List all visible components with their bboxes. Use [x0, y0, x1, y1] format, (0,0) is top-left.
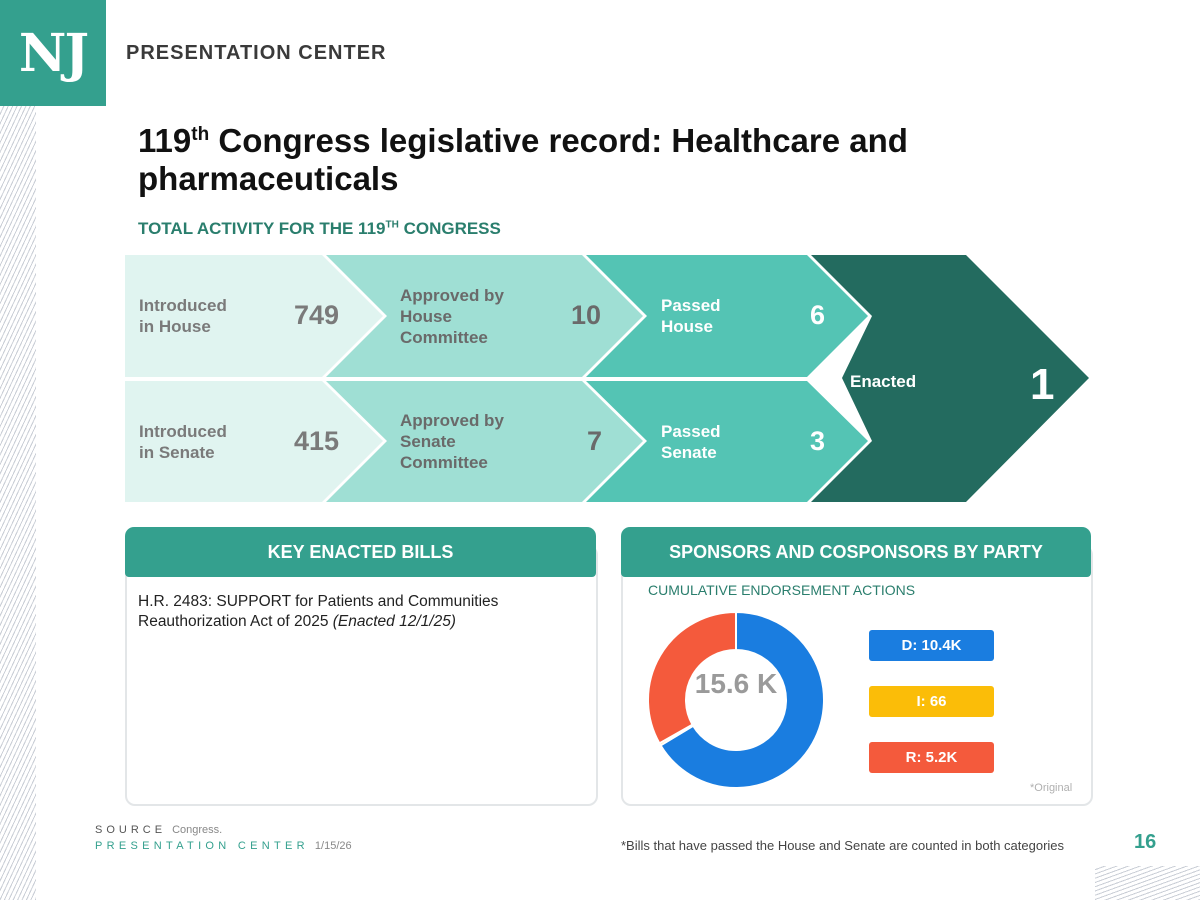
- stage-intro-house: [125, 255, 383, 377]
- nj-logo: NJ: [0, 0, 106, 106]
- key-bill-item: H.R. 2483: SUPPORT for Patients and Comm…: [138, 593, 499, 630]
- passed-house-value: 6: [810, 300, 826, 330]
- stage-cmte-house: [326, 255, 643, 377]
- intro-senate-value: 415: [294, 426, 340, 456]
- party-donut-chart: [648, 612, 824, 788]
- passed-senate-label: Passed Senate: [661, 422, 721, 462]
- source-line: SOURCE Congress.: [95, 824, 223, 836]
- decorative-hatch-bottom-right: [1095, 866, 1200, 900]
- stage-intro-senate: [125, 381, 383, 502]
- section-subhead: TOTAL ACTIVITY FOR THE 119TH CONGRESS: [138, 219, 501, 238]
- presentation-center-line: PRESENTATION CENTER 1/15/26: [95, 840, 352, 852]
- cmte-house-label: Approved by House Committee: [400, 286, 504, 347]
- original-note: *Original: [1030, 782, 1073, 794]
- cmte-house-value: 10: [571, 300, 602, 330]
- cmte-senate-value: 7: [587, 426, 603, 456]
- donut-slice-r: [648, 612, 737, 745]
- party-subtitle: CUMULATIVE ENDORSEMENT ACTIONS: [648, 582, 916, 598]
- footnote: *Bills that have passed the House and Se…: [621, 838, 1065, 853]
- enacted-label: Enacted: [850, 372, 917, 391]
- legend-republican: R: 5.2K: [869, 742, 994, 773]
- page-title: 119th Congress legislative record: Healt…: [138, 122, 908, 197]
- party-header: SPONSORS AND COSPONSORS BY PARTY: [621, 527, 1091, 577]
- key-bills-header: KEY ENACTED BILLS: [125, 527, 596, 577]
- brand-name: PRESENTATION CENTER: [126, 42, 387, 64]
- intro-house-value: 749: [294, 300, 340, 330]
- decorative-hatch-left: [0, 106, 36, 900]
- legend-independent: I: 66: [869, 686, 994, 717]
- key-bills-panel: [125, 545, 598, 806]
- stage-enacted: [811, 255, 1089, 502]
- cmte-senate-label: Approved by Senate Committee: [400, 411, 504, 472]
- page-number: 16: [1134, 831, 1157, 853]
- intro-senate-label: Introduced in Senate: [139, 422, 227, 462]
- enacted-value: 1: [1030, 360, 1055, 409]
- passed-senate-value: 3: [810, 426, 826, 456]
- passed-house-label: Passed House: [661, 296, 721, 336]
- legend-democrat: D: 10.4K: [869, 630, 994, 661]
- stage-passed-senate: [586, 381, 868, 502]
- stage-passed-house: [586, 255, 868, 377]
- stage-cmte-senate: [326, 381, 643, 502]
- donut-center-total: 15.6 K: [694, 668, 778, 699]
- intro-house-label: Introduced in House: [139, 296, 227, 336]
- donut-slice-d: [659, 612, 824, 788]
